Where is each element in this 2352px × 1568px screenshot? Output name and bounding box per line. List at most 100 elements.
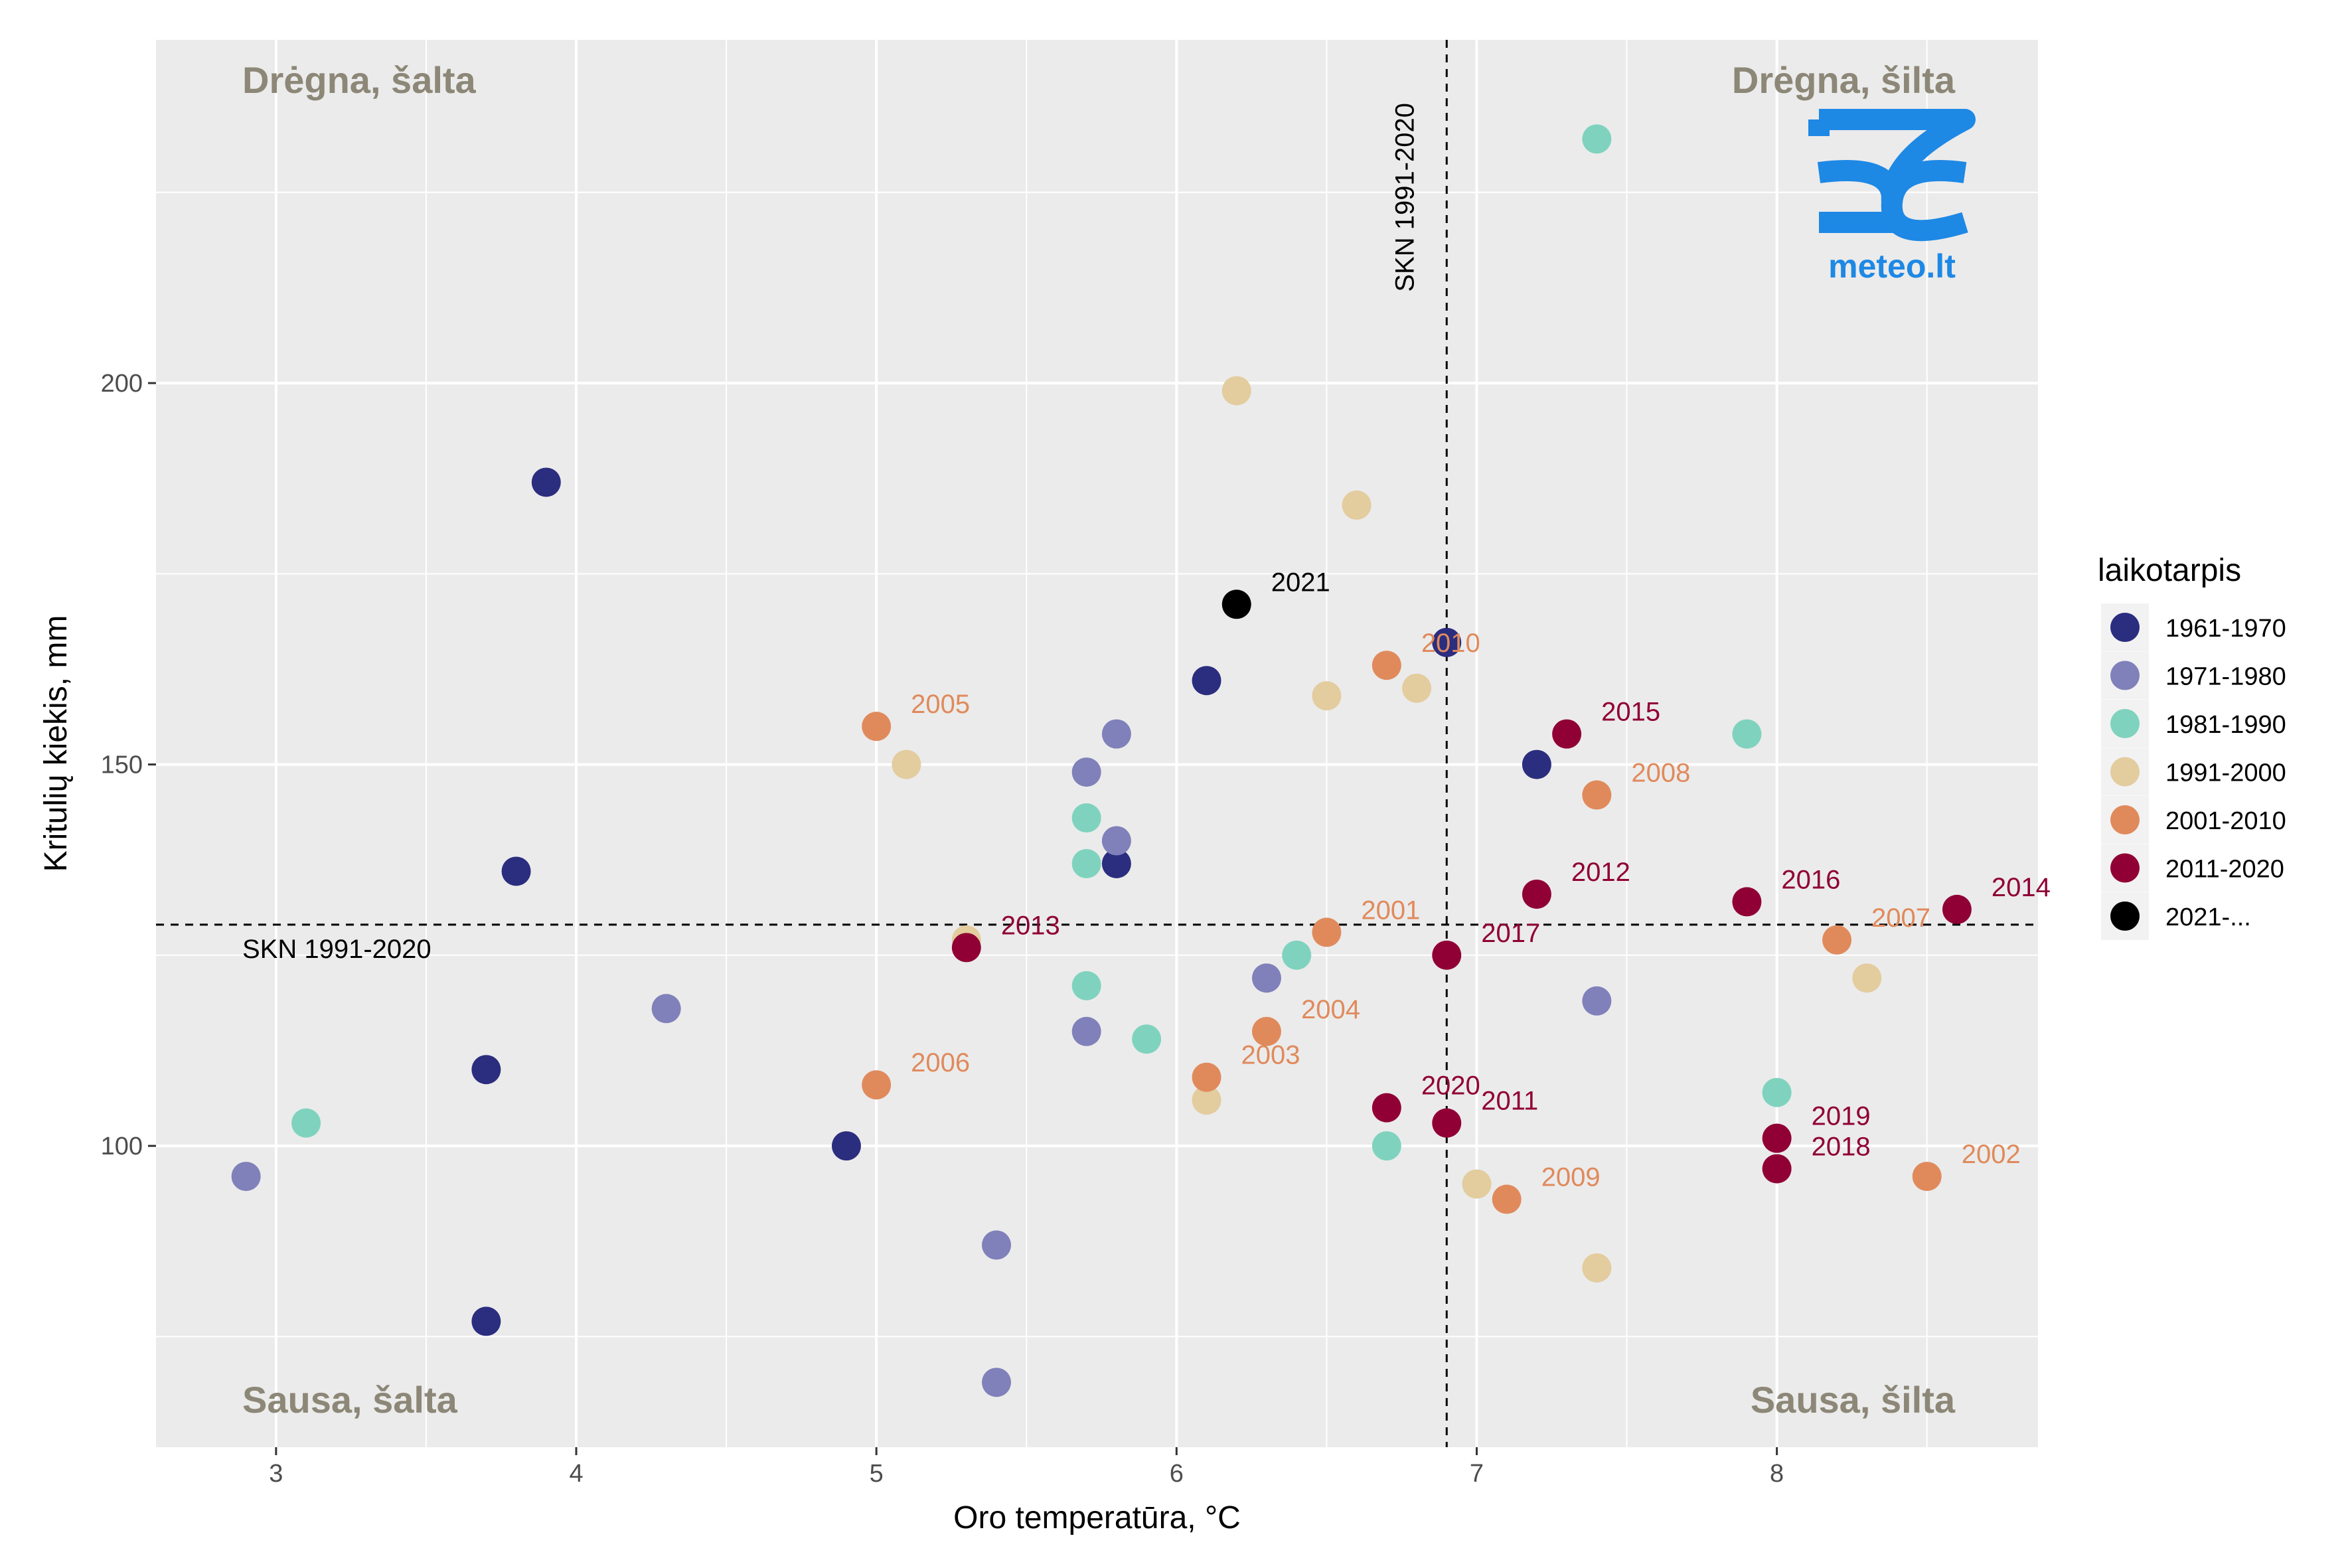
- point-label: 2003: [1241, 1041, 1300, 1070]
- x-tick-label: 5: [870, 1460, 884, 1488]
- data-point: [862, 712, 892, 742]
- legend-entry-label: 1991-2000: [2165, 759, 2286, 787]
- data-point: [1101, 719, 1131, 749]
- data-point: [982, 1368, 1012, 1397]
- data-point: [1251, 963, 1281, 993]
- legend-entry-label: 2001-2010: [2165, 807, 2286, 835]
- data-point: [231, 1162, 261, 1192]
- point-label: 2004: [1301, 995, 1360, 1024]
- data-point: [1732, 887, 1762, 917]
- data-point: [1192, 1062, 1221, 1092]
- y-axis-title: Kritulių kiekis, mm: [39, 615, 74, 872]
- legend-key: [2110, 805, 2140, 834]
- point-label: 2017: [1481, 919, 1540, 948]
- data-point: [471, 1055, 501, 1085]
- data-point: [1582, 124, 1612, 154]
- data-point: [1552, 719, 1582, 749]
- data-point: [1582, 780, 1612, 810]
- y-tick-label: 100: [101, 1133, 143, 1160]
- x-tick-label: 4: [569, 1460, 583, 1488]
- legend-items: 1961-1970 1971-1980 1981-1990 1991-2000 2001…: [2101, 603, 2286, 940]
- data-point: [1432, 1108, 1462, 1138]
- data-point: [1192, 666, 1221, 696]
- reference-label-horizontal: SKN 1991-2020: [242, 935, 431, 964]
- point-label: 2019: [1812, 1102, 1871, 1131]
- data-point: [1251, 1016, 1281, 1046]
- data-point: [1071, 848, 1101, 878]
- data-point: [1372, 651, 1401, 680]
- y-axis-ticks: 100 150 200: [101, 370, 156, 1160]
- data-point: [1372, 1093, 1401, 1123]
- data-point: [501, 856, 531, 886]
- data-point: [1492, 1184, 1522, 1214]
- data-point: [1942, 894, 1972, 924]
- data-point: [651, 994, 681, 1024]
- reference-lines: SKN 1991-2020 SKN 1991-2020: [156, 40, 2038, 1447]
- reference-label-vertical: SKN 1991-2020: [1390, 103, 1419, 292]
- point-label: 2016: [1781, 865, 1840, 894]
- plot-panel: [156, 40, 2038, 1447]
- data-point: [1762, 1123, 1792, 1153]
- data-point: [1402, 673, 1432, 703]
- data-point: [1522, 879, 1551, 909]
- point-label: 2010: [1421, 629, 1480, 658]
- x-tick-label: 7: [1470, 1460, 1484, 1488]
- point-label: 2006: [911, 1048, 970, 1077]
- point-label: 2007: [1871, 903, 1930, 933]
- quadrant-label-bottom-right: Sausa, šilta: [1751, 1379, 1956, 1421]
- data-point: [1462, 1169, 1492, 1199]
- point-label: 2008: [1631, 759, 1690, 788]
- data-point: [1221, 376, 1251, 406]
- grid-minor: [156, 40, 2038, 1447]
- legend-entry-label: 1971-1980: [2165, 663, 2286, 691]
- data-point: [1101, 826, 1131, 856]
- legend-key: [2110, 661, 2140, 690]
- x-tick-label: 6: [1170, 1460, 1184, 1488]
- legend-entry-label: 2021-...: [2165, 903, 2251, 931]
- data-point: [1762, 1077, 1792, 1107]
- data-points: [231, 124, 1972, 1397]
- x-axis-title: Oro temperatūra, °C: [953, 1500, 1241, 1535]
- point-label: 2020: [1421, 1071, 1480, 1101]
- data-point: [1762, 1154, 1792, 1184]
- data-point: [531, 467, 561, 497]
- data-point: [1432, 627, 1462, 657]
- data-point: [862, 1070, 892, 1100]
- x-tick-label: 3: [269, 1460, 283, 1488]
- data-point: [1822, 925, 1852, 955]
- data-point: [1312, 681, 1342, 711]
- point-label: 2005: [911, 690, 970, 719]
- data-point: [892, 749, 921, 779]
- data-point: [1221, 589, 1251, 619]
- data-point: [1071, 803, 1101, 833]
- point-label: 2015: [1601, 698, 1660, 727]
- legend-entry-label: 1981-1990: [2165, 711, 2286, 739]
- quadrant-label-bottom-left: Sausa, šalta: [242, 1379, 458, 1421]
- data-point: [1372, 1131, 1401, 1161]
- point-label: 2009: [1541, 1163, 1601, 1192]
- data-point: [1101, 848, 1131, 878]
- point-label: 2021: [1271, 568, 1330, 597]
- data-point: [1732, 719, 1762, 749]
- y-tick-label: 200: [101, 370, 143, 398]
- data-point: [1852, 963, 1882, 993]
- legend-key: [2110, 902, 2140, 931]
- point-label: 2014: [1992, 873, 2051, 902]
- data-point: [1071, 971, 1101, 1000]
- legend-entry-label: 2011-2020: [2165, 856, 2284, 884]
- point-label: 2002: [1962, 1140, 2021, 1169]
- legend: laikotarpis 1961-19701971-19801981-19901…: [2098, 553, 2286, 940]
- data-point: [1192, 1085, 1221, 1115]
- legend-entry-label: 1961-1970: [2165, 615, 2286, 643]
- point-label: 2018: [1812, 1133, 1871, 1162]
- point-label: 2001: [1361, 896, 1420, 925]
- data-point: [1522, 749, 1551, 779]
- legend-title: laikotarpis: [2098, 553, 2241, 588]
- point-label: 2013: [1001, 911, 1060, 940]
- data-point: [1132, 1024, 1162, 1054]
- data-point: [1071, 757, 1101, 787]
- data-point: [1582, 1253, 1612, 1283]
- data-point: [471, 1306, 501, 1336]
- data-point: [951, 933, 981, 963]
- data-point: [831, 1131, 861, 1161]
